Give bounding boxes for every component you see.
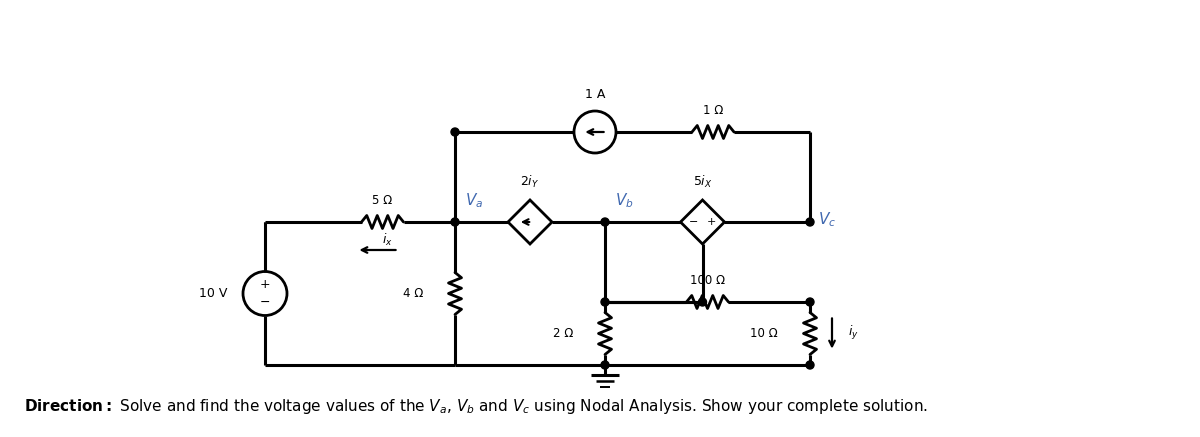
Text: 5 Ω: 5 Ω [372,194,392,207]
Text: $V_b$: $V_b$ [616,191,634,210]
Circle shape [601,298,610,306]
Circle shape [451,218,458,226]
Text: $i_y$: $i_y$ [848,325,859,343]
Circle shape [698,298,707,306]
Text: 1 Ω: 1 Ω [703,104,724,117]
Text: +: + [259,278,270,291]
Text: 1 A: 1 A [584,88,605,101]
Circle shape [451,128,458,136]
Text: 10 V: 10 V [199,287,227,300]
Circle shape [806,298,814,306]
Text: 2 Ω: 2 Ω [553,327,574,340]
Circle shape [601,361,610,369]
Text: 5$i_X$: 5$i_X$ [692,174,713,190]
Text: 4 Ω: 4 Ω [403,287,422,300]
Text: −: − [259,296,270,309]
Circle shape [806,218,814,226]
Text: $i_x$: $i_x$ [382,232,392,248]
Text: 2$i_Y$: 2$i_Y$ [521,174,540,190]
Circle shape [806,361,814,369]
Text: +: + [707,217,716,227]
Text: $V_a$: $V_a$ [464,191,484,210]
Circle shape [601,218,610,226]
Text: $\mathbf{Direction:}$ Solve and find the voltage values of the $V_a$, $V_b$ and : $\mathbf{Direction:}$ Solve and find the… [24,397,928,416]
Text: 10 Ω: 10 Ω [750,327,778,340]
Text: $V_c$: $V_c$ [818,211,836,229]
Text: −: − [689,217,698,227]
Text: 100 Ω: 100 Ω [690,274,725,287]
